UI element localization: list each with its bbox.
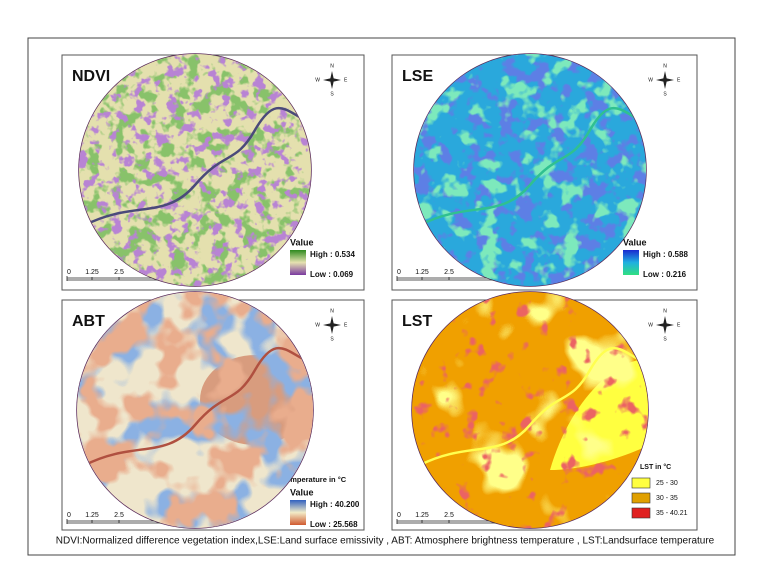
legend-low: Low : 0.069 xyxy=(310,270,354,279)
legend-ramp xyxy=(290,500,306,525)
compass-label: N xyxy=(663,63,667,69)
compass-label: N xyxy=(330,308,334,314)
scale-label: 0 xyxy=(397,512,401,519)
compass-label: E xyxy=(344,322,348,328)
compass-label: S xyxy=(330,336,334,342)
legend-heading: LST in °C xyxy=(640,463,671,471)
legend-high: High : 0.534 xyxy=(310,250,355,259)
map-area xyxy=(412,292,648,528)
compass-label: S xyxy=(663,91,667,97)
compass-label: N xyxy=(330,63,334,69)
river xyxy=(84,106,306,227)
legend-swatch xyxy=(631,507,651,519)
compass-label: N xyxy=(663,308,667,314)
scale-bar xyxy=(396,276,501,281)
compass-label: S xyxy=(663,336,667,342)
legend-low: Low : 0.216 xyxy=(643,270,687,279)
north-arrow xyxy=(323,71,341,89)
scale-label: 0 xyxy=(67,512,71,519)
map-area xyxy=(79,54,311,286)
scale-label: 2.5 xyxy=(114,269,124,276)
north-arrow xyxy=(656,316,674,334)
map-area xyxy=(77,292,313,528)
panel-title: NDVI xyxy=(72,68,110,85)
legend-high: High : 0.588 xyxy=(643,250,688,259)
scale-label: 0 xyxy=(397,269,401,276)
scale-label: 1.25 xyxy=(415,512,429,519)
compass-label: W xyxy=(648,322,653,328)
compass-label: E xyxy=(677,77,681,83)
legend-label: 25 - 30 xyxy=(656,480,678,487)
legend-low: Low : 25.568 xyxy=(310,520,358,529)
compass-label: E xyxy=(344,77,348,83)
texture xyxy=(77,292,313,528)
texture xyxy=(79,54,311,286)
scale-bar xyxy=(66,519,171,524)
legend-label: 35 - 40.21 xyxy=(656,510,688,517)
legend-ramp xyxy=(623,250,639,275)
north-arrow xyxy=(656,71,674,89)
legend-title: Value xyxy=(290,487,314,497)
compass-label: E xyxy=(677,322,681,328)
scale-label: 1.25 xyxy=(85,512,99,519)
panel-title: ABT xyxy=(72,313,105,330)
scale-label: 2.5 xyxy=(444,269,454,276)
scale-bar xyxy=(396,519,501,524)
legend-title: Value xyxy=(290,237,314,247)
panel-title: LST xyxy=(402,313,432,330)
scale-label: 2.5 xyxy=(114,512,124,519)
panel-title: LSE xyxy=(402,68,433,85)
scale-bar xyxy=(66,276,171,281)
scale-label: 1.25 xyxy=(415,269,429,276)
texture xyxy=(412,292,648,528)
river xyxy=(419,346,641,467)
legend-label: 30 - 35 xyxy=(656,495,678,502)
texture xyxy=(414,54,646,286)
river xyxy=(84,346,306,467)
legend-heading: Temperature in °C xyxy=(282,475,347,484)
compass-label: W xyxy=(315,322,320,328)
caption: NDVI:Normalized difference vegetation in… xyxy=(56,536,715,547)
map-area xyxy=(414,54,646,286)
legend-title: Value xyxy=(623,237,647,247)
compass-label: W xyxy=(648,77,653,83)
river xyxy=(419,106,641,227)
north-arrow xyxy=(323,316,341,334)
scale-label: 1.25 xyxy=(85,269,99,276)
scale-label: 0 xyxy=(67,269,71,276)
compass-label: S xyxy=(330,91,334,97)
legend-ramp xyxy=(290,250,306,275)
scale-label: 2.5 xyxy=(444,512,454,519)
legend-high: High : 40.200 xyxy=(310,500,360,509)
legend-swatch xyxy=(631,492,651,504)
legend-swatch xyxy=(631,477,651,489)
outer-frame xyxy=(27,37,736,556)
compass-label: W xyxy=(315,77,320,83)
